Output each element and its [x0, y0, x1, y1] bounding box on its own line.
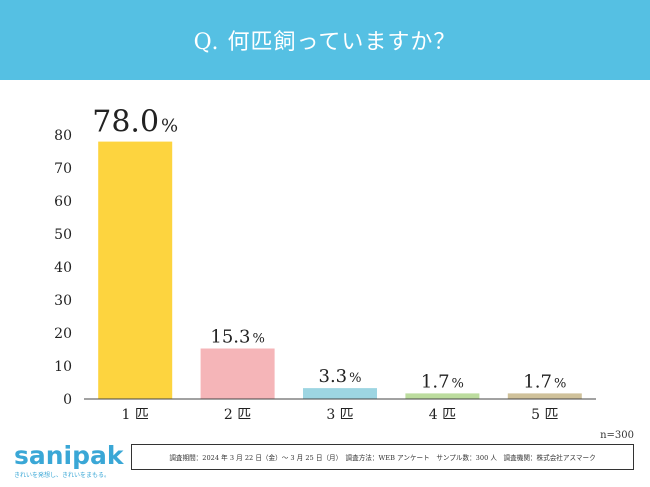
y-tick-label: 70 — [54, 161, 72, 177]
bar-value-label: 78.0% — [92, 105, 178, 140]
sample-size-label: n=300 — [600, 430, 634, 441]
bar — [303, 388, 377, 399]
bar-value-unit: % — [349, 371, 361, 386]
y-tick-label: 10 — [54, 359, 72, 375]
y-tick-label: 40 — [54, 260, 72, 276]
survey-info-text: 調査期間：2024 年 3 月 22 日（金）〜 3 月 25 日（月） 調査方… — [169, 454, 596, 462]
page-title: Q. 何匹飼っていますか？ — [193, 30, 457, 55]
x-category-label: 1 匹 — [122, 407, 149, 423]
bar-value-label: 1.7% — [421, 371, 464, 392]
bar-value-unit: % — [554, 376, 566, 391]
sanipak-logo: sanipak きれいを発想し、きれいをまもる。 — [14, 441, 124, 480]
logo-wordmark: sanipak — [14, 441, 124, 470]
bar-value-number: 78.0 — [92, 105, 159, 140]
logo-tagline: きれいを発想し、きれいをまもる。 — [14, 472, 111, 479]
x-category-label: 3 匹 — [326, 407, 353, 423]
bar-value-number: 1.7 — [421, 371, 450, 392]
bar-value-label: 1.7% — [523, 371, 566, 392]
bar-value-number: 1.7 — [523, 371, 552, 392]
y-tick-label: 20 — [54, 326, 72, 342]
bar-value-number: 3.3 — [319, 366, 348, 387]
y-tick-label: 0 — [63, 392, 72, 408]
y-tick-label: 60 — [54, 194, 72, 210]
y-tick-label: 50 — [54, 227, 72, 243]
bar-value-number: 15.3 — [210, 327, 250, 348]
y-tick-label: 80 — [54, 128, 72, 144]
survey-info-box: 調査期間：2024 年 3 月 22 日（金）〜 3 月 25 日（月） 調査方… — [131, 444, 634, 470]
bar-value-unit: % — [452, 376, 464, 391]
header-banner: Q. 何匹飼っていますか？ — [0, 0, 650, 80]
bar — [200, 348, 275, 399]
bar — [98, 141, 173, 399]
bar-value-label: 3.3% — [319, 366, 362, 387]
bar — [507, 393, 582, 399]
x-category-label: 5 匹 — [531, 407, 558, 423]
x-category-label: 2 匹 — [224, 407, 251, 423]
x-category-label: 4 匹 — [429, 407, 456, 423]
bar-value-label: 15.3% — [210, 327, 264, 348]
bar-value-unit: % — [252, 332, 264, 347]
bar-value-unit: % — [161, 116, 178, 137]
y-tick-label: 30 — [54, 293, 72, 309]
bar — [405, 393, 480, 399]
